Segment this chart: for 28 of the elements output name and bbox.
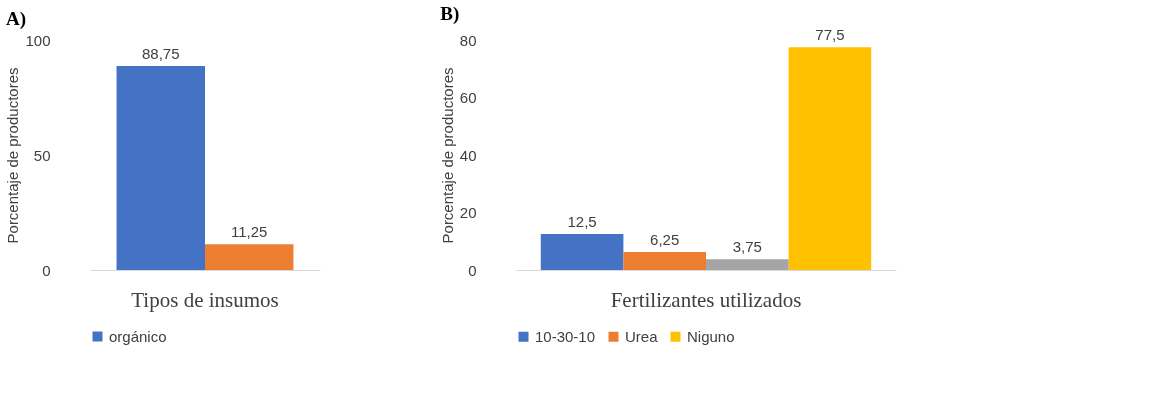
y-axis-title: Porcentaje de productores <box>4 67 22 244</box>
y-tick-label: 0 <box>468 261 477 279</box>
legend-label: orgánico <box>109 327 167 345</box>
data-label: 11,25 <box>231 223 268 241</box>
data-label: 3,75 <box>732 238 762 256</box>
y-tick-label: 40 <box>459 146 477 164</box>
legend-label: Niguno <box>687 327 735 345</box>
y-tick-label: 100 <box>25 31 51 49</box>
y-tick-label: 0 <box>42 261 51 279</box>
bar <box>706 259 789 270</box>
chart-title: A) <box>5 8 27 30</box>
y-tick-label: 50 <box>33 146 51 164</box>
y-tick-label: 20 <box>459 204 477 221</box>
legend-label: Urea <box>625 327 659 345</box>
chart-title: B) <box>440 3 460 26</box>
bar <box>788 47 872 270</box>
legend-label: 10-30-10 <box>535 327 596 345</box>
x-axis-title: Tipos de insumos <box>131 288 279 312</box>
y-tick-label: 80 <box>459 31 477 49</box>
y-axis-title: Porcentaje de productores <box>438 67 456 244</box>
bar <box>540 234 624 270</box>
x-axis-title: Fertilizantes utilizados <box>610 288 802 312</box>
y-tick-label: 60 <box>459 89 477 106</box>
bar <box>623 252 706 270</box>
data-label: 6,25 <box>650 231 680 249</box>
data-label: 77,5 <box>815 26 845 44</box>
data-label: 12,5 <box>567 213 597 231</box>
data-label: 88,75 <box>142 44 180 62</box>
